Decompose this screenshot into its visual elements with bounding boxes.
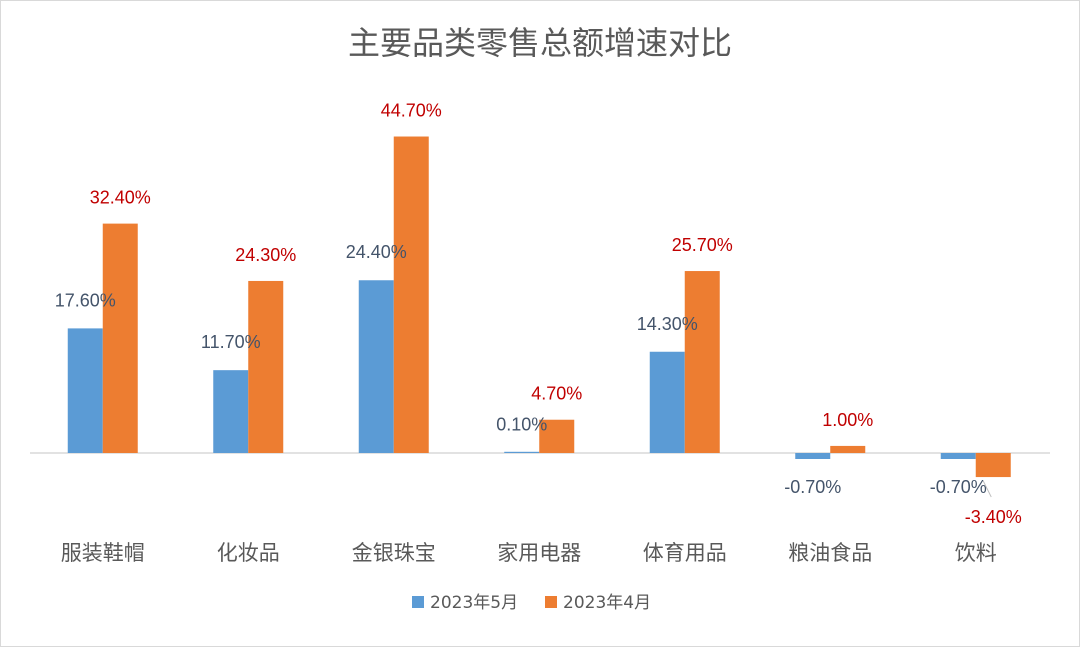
chart-marks: 服装鞋帽 17.60% 32.40% 化妆品 11.70% 24.30% 金银珠宝 24.40… xyxy=(55,101,1022,565)
bar-2023-04 xyxy=(830,445,866,453)
category-label: 化妆品 xyxy=(217,541,280,565)
leader-line xyxy=(982,480,992,498)
legend-swatch-2023-04 xyxy=(545,596,557,608)
legend-swatch-2023-05 xyxy=(412,596,424,608)
data-label-2023-04: 1.00% xyxy=(822,410,873,430)
data-label-2023-04: 4.70% xyxy=(531,384,582,404)
category-label: 粮油食品 xyxy=(788,541,872,565)
legend-label-2023-04: 2023年4月 xyxy=(563,593,651,613)
data-label-2023-04: 32.40% xyxy=(90,188,151,208)
bar-2023-04 xyxy=(393,136,429,454)
data-label-2023-05: -0.70% xyxy=(784,477,841,497)
category-label: 体育用品 xyxy=(643,541,727,565)
data-label-2023-04: 25.70% xyxy=(672,235,733,255)
bar-2023-04 xyxy=(684,271,720,453)
data-label-2023-04: 44.70% xyxy=(381,101,442,121)
category-label: 饮料 xyxy=(955,541,997,565)
bar-2023-05 xyxy=(795,453,831,459)
bar-2023-05 xyxy=(649,351,685,453)
data-label-2023-05: 17.60% xyxy=(55,290,116,310)
bar-2023-04 xyxy=(975,453,1011,478)
bar-2023-05 xyxy=(213,370,249,453)
data-label-2023-05: 11.70% xyxy=(201,332,261,352)
legend-label-2023-05: 2023年5月 xyxy=(430,593,518,613)
data-label-2023-05: -0.70% xyxy=(930,477,987,497)
data-label-2023-05: 0.10% xyxy=(496,414,547,434)
category-label: 家用电器 xyxy=(497,541,581,565)
bar-2023-05 xyxy=(940,453,976,459)
data-label-2023-04: 24.30% xyxy=(235,245,296,265)
data-label-2023-05: 14.30% xyxy=(637,314,698,334)
bar-2023-04 xyxy=(539,419,575,453)
data-label-2023-04: -3.40% xyxy=(965,507,1022,527)
bar-2023-05 xyxy=(67,328,103,453)
category-label: 金银珠宝 xyxy=(352,541,436,565)
bar-2023-05 xyxy=(358,280,394,453)
chart-legend: 2023年5月 2023年4月 xyxy=(412,593,651,613)
chart-title: 主要品类零售总额增速对比 xyxy=(348,24,732,62)
data-label-2023-05: 24.40% xyxy=(346,242,407,262)
bar-2023-05 xyxy=(504,451,540,453)
bar-2023-04 xyxy=(102,223,138,453)
bar-2023-04 xyxy=(248,280,284,453)
category-label: 服装鞋帽 xyxy=(61,541,145,565)
